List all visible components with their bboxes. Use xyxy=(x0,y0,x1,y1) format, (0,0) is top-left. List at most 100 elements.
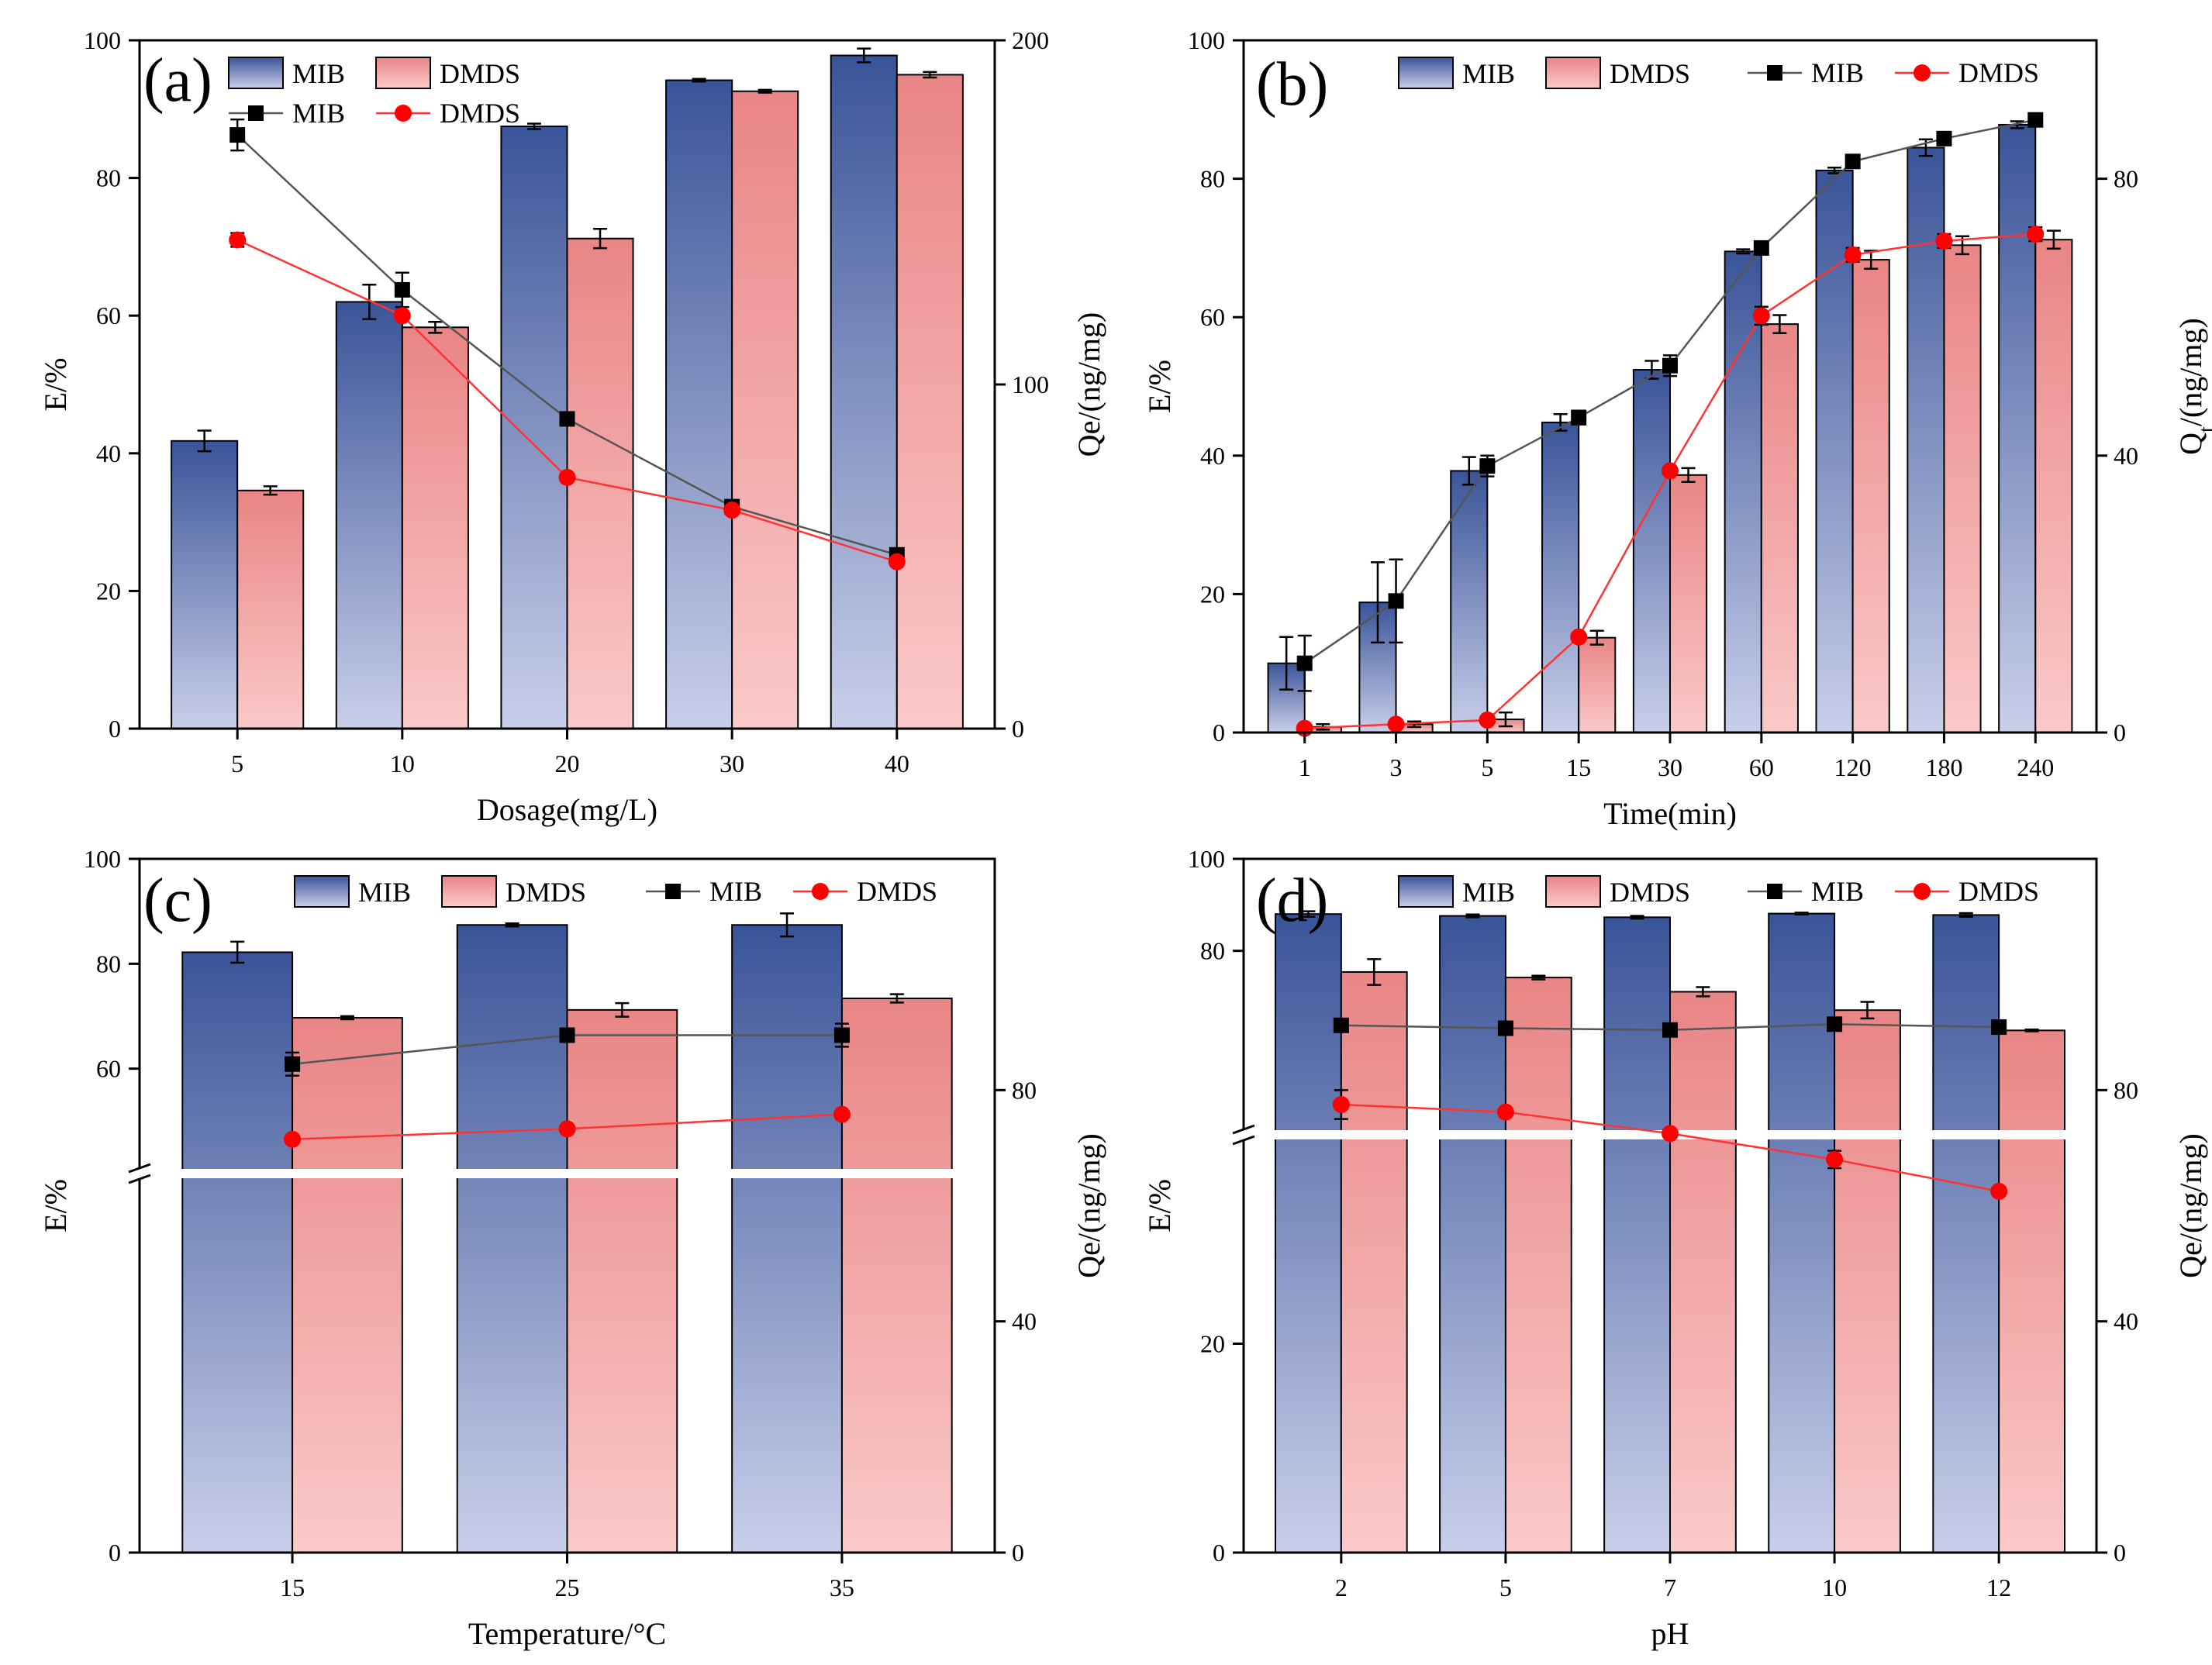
error-bar-mib-10 xyxy=(362,283,377,320)
error-bar-mib-10 xyxy=(1794,912,1809,916)
y-tick-label: 100 xyxy=(84,26,121,54)
legend-label-dmds-bar: DMDS xyxy=(1610,877,1690,908)
error-bar-mib-180 xyxy=(1918,138,1933,157)
x-tick-label: 5 xyxy=(231,750,243,777)
y-tick-label: 60 xyxy=(96,302,121,329)
error-bar-mib-5 xyxy=(1465,913,1480,919)
bar-dmds-35 xyxy=(840,997,953,1553)
x-tick-label: 15 xyxy=(1566,753,1591,781)
legend-label-dmds-line: DMDS xyxy=(1958,57,2039,88)
x-tick-label: 30 xyxy=(720,750,744,777)
y-tick-label: 80 xyxy=(96,950,121,977)
bar-mib-30 xyxy=(665,79,733,729)
error-bar-dmds-10 xyxy=(1860,1001,1875,1020)
bar-dmds-180 xyxy=(1943,244,1982,733)
error-bar-mib-20 xyxy=(526,122,541,130)
legend-label-mib-bar: MIB xyxy=(292,58,345,89)
marker-dmds-120 xyxy=(1844,246,1862,264)
marker-mib-5 xyxy=(229,127,246,143)
error-bar-dmds-7 xyxy=(1696,986,1710,998)
axis-break-mark xyxy=(128,1163,151,1184)
x-tick-label: 40 xyxy=(885,750,909,777)
legend-label-mib-bar: MIB xyxy=(1462,58,1515,89)
legend-marker-dmds xyxy=(395,105,412,122)
y2-tick-label: 40 xyxy=(2114,442,2138,470)
bar-mib-10 xyxy=(1768,912,1836,1553)
marker-mib-60 xyxy=(1753,240,1769,256)
bar-mib-25 xyxy=(456,924,568,1553)
y2-tick-label: 80 xyxy=(1012,1076,1037,1104)
y2-tick-label: 0 xyxy=(1012,1539,1024,1567)
marker-mib-7 xyxy=(1662,1022,1678,1038)
error-bar-dmds-35 xyxy=(889,993,904,1004)
error-bar-dmds-10 xyxy=(428,320,443,334)
x-tick-label: 2 xyxy=(1335,1574,1348,1601)
error-bar-mib-1 xyxy=(1279,636,1294,691)
y-tick-label: 80 xyxy=(1200,165,1225,193)
error-bar-dmds-40 xyxy=(923,71,937,79)
legend-swatch-mib-bar xyxy=(1398,875,1454,908)
bar-dmds-30 xyxy=(731,90,799,730)
legend-marker-dmds xyxy=(1914,64,1931,81)
bar-mib-15 xyxy=(181,951,294,1553)
bar-mib-5 xyxy=(1439,915,1506,1554)
y2-tick-label: 80 xyxy=(2114,165,2138,193)
legend-label-dmds-line: DMDS xyxy=(1958,876,2039,907)
marker-mib-15 xyxy=(1571,409,1587,426)
panel-tag: (a) xyxy=(143,47,212,115)
legend: MIB DMDS MIB DMDS xyxy=(228,57,520,129)
y-tick-label: 0 xyxy=(1213,1539,1225,1567)
legend-label-mib-bar: MIB xyxy=(1462,877,1515,908)
x-tick-label: 120 xyxy=(1834,753,1872,781)
y2-tick-label: 80 xyxy=(2114,1076,2138,1104)
legend-marker-mib xyxy=(1767,65,1782,81)
marker-dmds-60 xyxy=(1752,307,1770,325)
y-tick-label: 0 xyxy=(109,715,121,743)
x-tick-label: 60 xyxy=(1749,753,1774,781)
panel-tag: (b) xyxy=(1256,50,1328,119)
legend: MIB DMDS MIB DMDS xyxy=(1398,57,2039,89)
y2-axis-title: Qe/(ng/mg) xyxy=(1071,1133,1106,1278)
bar-mib-30 xyxy=(1632,369,1671,733)
marker-dmds-240 xyxy=(2027,226,2045,243)
marker-dmds-180 xyxy=(1935,232,1953,250)
legend-label-dmds-line: DMDS xyxy=(440,98,520,129)
error-bar-dmds-15 xyxy=(340,1015,354,1021)
y-axis-title: E/% xyxy=(1142,1179,1177,1232)
y2-tick-label: 40 xyxy=(2114,1308,2138,1336)
bar-mib-5 xyxy=(171,440,239,729)
y2-tick-label: 0 xyxy=(1012,715,1024,743)
x-tick-label: 1 xyxy=(1299,753,1311,781)
bar-dmds-2 xyxy=(1340,970,1408,1553)
error-bar-mib-15 xyxy=(230,940,245,964)
bar-dmds-5 xyxy=(1504,977,1572,1553)
y-tick-label: 80 xyxy=(1200,937,1225,965)
legend-swatch-dmds-bar xyxy=(441,875,497,908)
panel-d: 80 100 0 20 0 40 80 2 5 7 10 12 pH E/% Qe/(ng/mg) (d) MI… xyxy=(1142,845,2208,1651)
panel-tag: (d) xyxy=(1256,867,1328,935)
legend: MIB DMDS MIB DMDS xyxy=(1398,875,2039,908)
axis-break-left-gap xyxy=(1230,1129,1258,1140)
marker-dmds-35 xyxy=(833,1105,851,1123)
panel-c: 60 80 100 0 0 40 80 15 25 35 Temperature/°C E/% Qe/(… xyxy=(38,845,1106,1651)
marker-dmds-15 xyxy=(1570,628,1588,646)
y-tick-label: 100 xyxy=(1188,26,1225,54)
bar-mib-7 xyxy=(1603,916,1671,1554)
x-tick-label: 3 xyxy=(1390,753,1403,781)
y2-axis-title-sub: t xyxy=(2195,426,2212,433)
error-bar-mib-3 xyxy=(1370,561,1385,644)
bar-mib-5 xyxy=(1450,470,1489,733)
x-tick-label: 10 xyxy=(390,750,415,777)
error-bar-mib-25 xyxy=(505,922,519,928)
error-bar-mib-2 xyxy=(1301,910,1316,919)
x-tick-label: 25 xyxy=(555,1574,580,1601)
error-bar-dmds-30 xyxy=(757,88,772,94)
error-bar-dmds-12 xyxy=(2024,1028,2039,1032)
marker-dmds-3 xyxy=(1387,715,1405,733)
marker-mib-1 xyxy=(1296,655,1313,671)
y-tick-label: 20 xyxy=(1200,580,1225,608)
y2-tick-label: 200 xyxy=(1012,26,1049,54)
y-tick-label: 60 xyxy=(96,1055,121,1083)
marker-dmds-5 xyxy=(229,231,247,249)
